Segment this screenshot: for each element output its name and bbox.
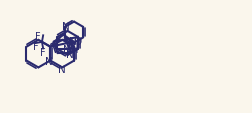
Text: O: O — [74, 36, 82, 46]
Text: N: N — [66, 50, 74, 60]
Text: N: N — [62, 22, 69, 32]
Text: F: F — [33, 42, 38, 52]
Text: N: N — [45, 57, 53, 67]
Text: F: F — [40, 48, 45, 58]
Text: N: N — [69, 36, 77, 46]
Text: N: N — [58, 65, 66, 75]
Text: NH: NH — [63, 45, 79, 54]
Text: F: F — [35, 31, 41, 41]
